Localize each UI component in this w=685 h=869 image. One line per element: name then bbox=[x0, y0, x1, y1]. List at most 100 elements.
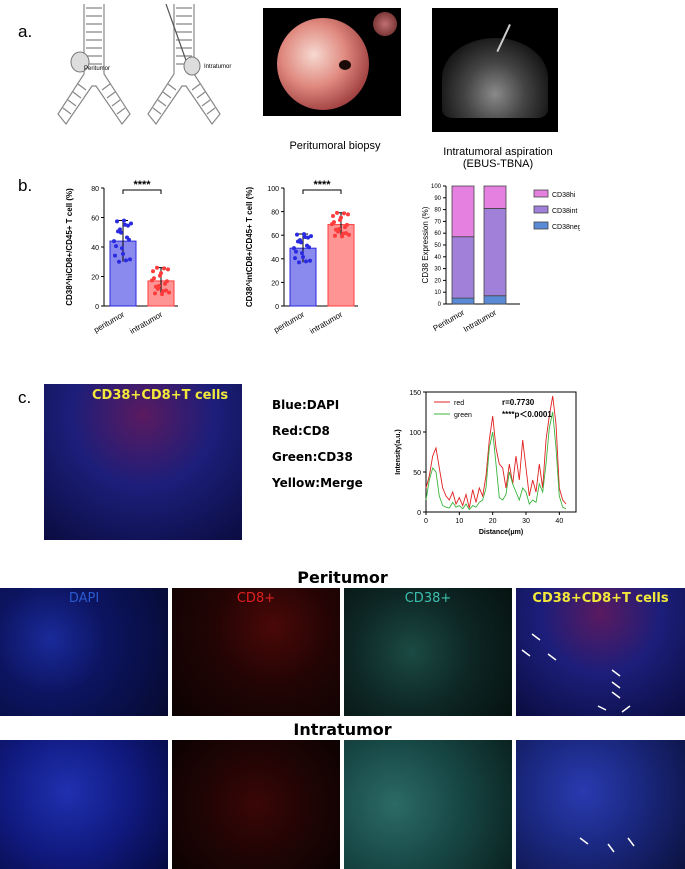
line-red bbox=[425, 395, 567, 509]
peritumor-dapi-image: DAPI bbox=[0, 588, 168, 716]
y-tick-label: 30 bbox=[434, 267, 441, 273]
legend-swatch bbox=[533, 205, 549, 214]
y-tick-label: 70 bbox=[434, 219, 441, 225]
data-point bbox=[296, 239, 300, 244]
data-point bbox=[116, 229, 120, 234]
stack-CD38neg-Intratumor bbox=[483, 295, 507, 305]
y-tick-label: 100 bbox=[409, 430, 421, 437]
arrow-markers-intratumor bbox=[579, 837, 635, 853]
x-tick-label: 0 bbox=[424, 518, 428, 525]
data-point bbox=[114, 244, 118, 249]
data-point bbox=[120, 246, 124, 251]
significance-label: **** bbox=[313, 179, 331, 191]
line-green bbox=[425, 411, 567, 511]
channel-legend: Blue:DAPI Red:CD8 Green:CD38 Yellow:Merg… bbox=[272, 398, 363, 490]
x-axis-label: Distance(μm) bbox=[479, 529, 523, 536]
intratumor-cd38-image bbox=[344, 740, 512, 869]
diagram-peritumor-label: Peritumor bbox=[84, 66, 111, 72]
data-point bbox=[294, 249, 298, 254]
data-point bbox=[113, 253, 117, 258]
data-point bbox=[332, 220, 336, 225]
peritumor-dapi-label: DAPI bbox=[68, 591, 100, 606]
chart-cd38-stacked: 0 10 20 30 40 50 60 70 80 90 100 PeritumorIntratumo… bbox=[421, 184, 580, 334]
x-tick-label: 20 bbox=[489, 518, 497, 525]
data-point bbox=[153, 291, 157, 296]
y-tick-label: 60 bbox=[434, 231, 441, 237]
y-tick-label: 150 bbox=[409, 390, 421, 397]
data-point bbox=[157, 283, 161, 288]
legend-entry: CD38neg bbox=[552, 224, 580, 231]
significance-bracket bbox=[122, 189, 162, 194]
y-axis-label: CD38 Expression (%) bbox=[421, 206, 430, 283]
legend-entry: red bbox=[454, 400, 464, 407]
ebus-ultrasound-image bbox=[432, 8, 558, 132]
y-axis-label: CD38^hiCD8+/CD45+ T cell (%) bbox=[65, 188, 74, 306]
chart-cd38int: 0 20 40 60 80 100 peritumor intratumor **** CD38^… bbox=[245, 179, 358, 336]
y-tick-label: 40 bbox=[91, 245, 99, 252]
y-tick-label: 50 bbox=[434, 243, 441, 249]
data-point bbox=[304, 259, 308, 264]
data-point bbox=[309, 234, 313, 239]
y-tick-label: 0 bbox=[275, 304, 279, 311]
y-tick-label: 80 bbox=[271, 210, 279, 217]
panel-a-label: a. bbox=[18, 22, 33, 41]
data-point bbox=[129, 221, 133, 226]
data-point bbox=[164, 288, 168, 293]
stack-CD38neg-Peritumor bbox=[451, 297, 475, 305]
data-point bbox=[344, 231, 348, 236]
stack-CD38hi-Intratumor bbox=[483, 185, 507, 209]
caption-aspiration: Intratumoral aspiration (EBUS-TBNA) bbox=[438, 146, 558, 170]
intratumor-dapi-image bbox=[0, 740, 168, 869]
x-tick-label: 30 bbox=[522, 518, 530, 525]
data-point bbox=[121, 251, 125, 256]
panel-b-label: b. bbox=[18, 176, 33, 195]
y-tick-label: 100 bbox=[431, 184, 442, 190]
x-tick-label: intratumor bbox=[308, 310, 344, 336]
y-axis-label: CD38^intCD8+/CD45+ T cell (%) bbox=[245, 187, 254, 308]
y-tick-label: 10 bbox=[434, 290, 441, 296]
plot-frame bbox=[425, 391, 577, 513]
data-point bbox=[165, 279, 169, 284]
peritumor-cd38-image: CD38+ bbox=[344, 588, 512, 716]
y-tick-label: 90 bbox=[434, 196, 441, 202]
row-title-peritumor: Peritumor bbox=[297, 568, 388, 587]
data-point bbox=[154, 284, 158, 289]
bronchoscopy-image bbox=[263, 8, 401, 116]
legend-red: Red:CD8 bbox=[272, 424, 330, 438]
caption-aspiration-line1: Intratumoral aspiration bbox=[443, 146, 553, 158]
data-point bbox=[331, 213, 335, 218]
data-point bbox=[293, 256, 297, 261]
peritumor-merge-image: CD38+CD8+T cells bbox=[516, 588, 685, 716]
data-point bbox=[306, 235, 310, 240]
y-tick-label: 0 bbox=[417, 510, 421, 517]
data-point bbox=[127, 237, 131, 242]
data-point bbox=[338, 218, 342, 223]
chart-intensity-profile: 0 50 100 150 0 10 20 30 40 red green r=0.7730 ****p＜… bbox=[395, 390, 577, 536]
data-point bbox=[161, 289, 165, 294]
data-point bbox=[295, 232, 299, 237]
data-point bbox=[117, 259, 121, 264]
data-point bbox=[112, 239, 116, 244]
x-tick-label: Peritumor bbox=[431, 308, 466, 333]
data-point bbox=[155, 265, 159, 270]
legend-entry: green bbox=[454, 412, 472, 419]
y-tick-label: 0 bbox=[95, 304, 99, 311]
arrow-markers bbox=[521, 633, 631, 713]
peritumor-merge-label: CD38+CD8+T cells bbox=[532, 591, 669, 606]
data-point bbox=[122, 218, 126, 223]
data-point bbox=[341, 231, 345, 236]
data-point bbox=[292, 246, 296, 251]
data-point bbox=[308, 258, 312, 263]
data-point bbox=[123, 222, 127, 227]
airway-diagram-peritumor bbox=[57, 4, 131, 126]
data-point bbox=[334, 227, 338, 232]
significance-label: **** bbox=[133, 179, 151, 191]
data-point bbox=[119, 230, 123, 235]
data-point bbox=[345, 222, 349, 227]
diagram-intratumor-label: Intratumor bbox=[204, 64, 232, 70]
y-tick-label: 40 bbox=[271, 257, 279, 264]
y-tick-label: 80 bbox=[91, 186, 99, 193]
annotation-r: r=0.7730 bbox=[502, 398, 535, 407]
y-tick-label: 80 bbox=[434, 208, 441, 214]
data-point bbox=[162, 266, 166, 271]
